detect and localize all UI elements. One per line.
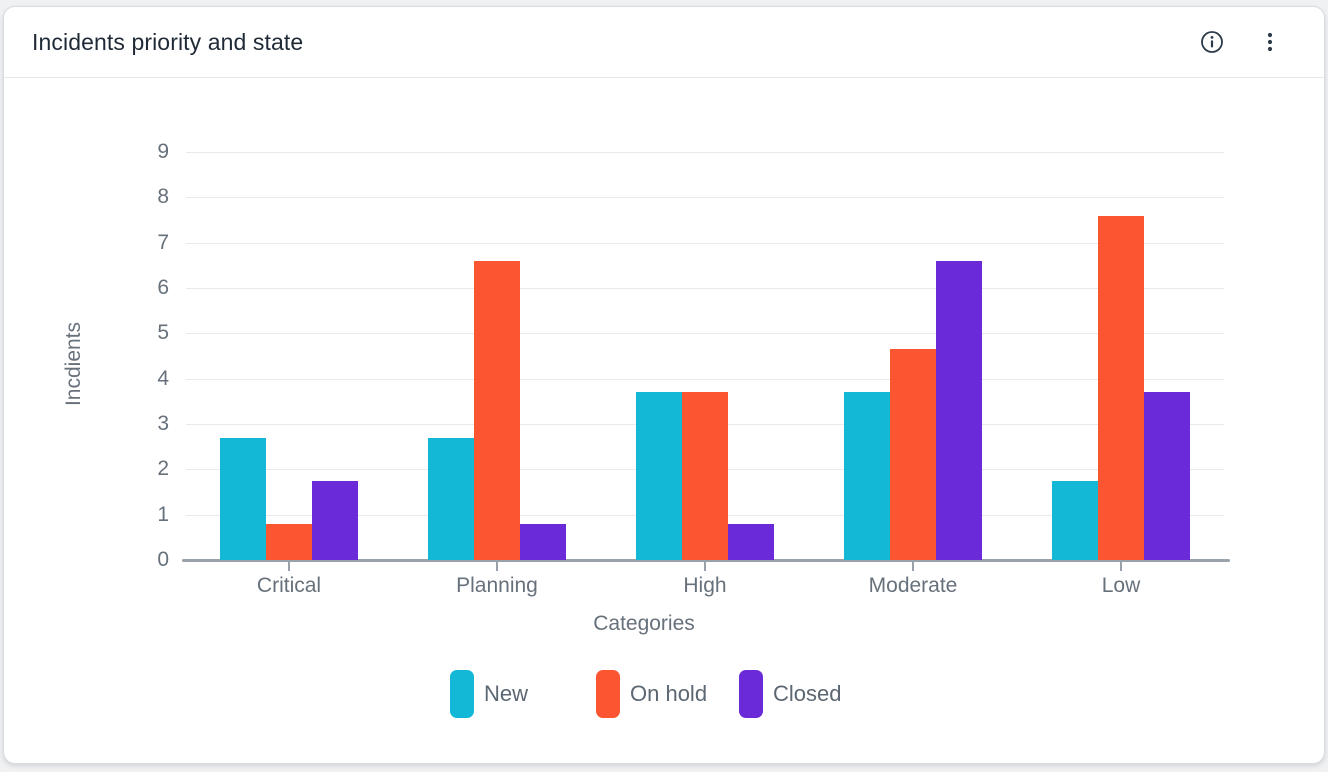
legend-swatch-closed — [739, 670, 763, 718]
legend-swatch-on-hold — [596, 670, 620, 718]
header-divider — [4, 77, 1324, 78]
bar-on-hold-high[interactable] — [682, 392, 728, 560]
x-tick-mark-low — [1120, 562, 1122, 571]
page-title: Incidents priority and state — [32, 28, 304, 55]
bar-on-hold-critical[interactable] — [266, 523, 312, 560]
x-tick-mark-high — [704, 562, 706, 571]
gridline-y-7 — [186, 242, 1224, 244]
y-tick-label-3: 3 — [157, 412, 169, 435]
bar-new-moderate[interactable] — [844, 392, 890, 560]
legend-item-on-hold[interactable]: On hold — [596, 670, 707, 718]
gridline-y-9 — [186, 152, 1224, 153]
bar-on-hold-planning[interactable] — [474, 260, 520, 560]
y-tick-label-5: 5 — [157, 321, 169, 345]
x-tick-mark-moderate — [912, 562, 914, 571]
y-tick-label-4: 4 — [157, 366, 169, 390]
y-tick-label-9: 9 — [157, 140, 169, 163]
header-actions — [1196, 26, 1286, 58]
plot-area: 0 1 2 3 4 5 6 7 8 9 Critical Planning High Moderate Lo… — [4, 78, 1324, 763]
card-header: Incidents priority and state — [4, 7, 1324, 77]
y-tick-label-8: 8 — [157, 185, 169, 209]
x-category-label-critical: Critical — [256, 574, 322, 597]
x-tick-mark-critical — [288, 562, 290, 571]
legend-item-new[interactable]: New — [450, 670, 528, 718]
bar-on-hold-low[interactable] — [1098, 215, 1144, 560]
info-button[interactable] — [1196, 26, 1228, 58]
bar-new-low[interactable] — [1052, 480, 1098, 560]
bar-chart: Incdients Categories 0 1 2 3 4 5 6 7 8 9 Critical P… — [4, 78, 1324, 763]
x-axis-line — [182, 559, 1230, 562]
bar-closed-planning[interactable] — [520, 523, 566, 560]
x-category-label-high: High — [683, 574, 727, 597]
bar-closed-low[interactable] — [1144, 392, 1190, 560]
x-category-label-planning: Planning — [456, 574, 538, 597]
kebab-menu-icon — [1267, 32, 1273, 52]
legend-swatch-new — [450, 670, 474, 718]
bar-on-hold-moderate[interactable] — [890, 349, 936, 560]
y-tick-label-7: 7 — [157, 230, 169, 254]
chart-legend: New On hold Closed — [4, 78, 1324, 763]
bar-closed-high[interactable] — [728, 523, 774, 560]
y-tick-label-6: 6 — [157, 276, 169, 299]
x-category-label-low: Low — [1101, 574, 1141, 597]
bar-new-critical[interactable] — [220, 437, 266, 560]
legend-item-closed[interactable]: Closed — [739, 670, 841, 718]
y-tick-label-1: 1 — [157, 502, 169, 526]
gridline-y-6 — [186, 288, 1224, 289]
bar-new-high[interactable] — [636, 392, 682, 560]
legend-label-on-hold: On hold — [630, 681, 708, 706]
gridline-y-8 — [186, 197, 1224, 199]
bar-new-planning[interactable] — [428, 437, 474, 560]
gridline-y-5 — [186, 333, 1224, 335]
x-category-label-moderate: Moderate — [868, 574, 958, 597]
bar-closed-critical[interactable] — [312, 480, 358, 560]
legend-label-new: New — [484, 681, 529, 706]
context-menu-button[interactable] — [1254, 26, 1286, 58]
report-card: Incidents priority and state Incdients C… — [3, 6, 1325, 764]
info-icon — [1201, 31, 1223, 53]
gridline-y-4 — [186, 378, 1224, 380]
y-tick-label-0: 0 — [157, 548, 169, 571]
x-tick-mark-planning — [496, 562, 498, 571]
legend-label-closed: Closed — [773, 681, 842, 706]
bar-closed-moderate[interactable] — [936, 260, 982, 560]
x-axis-title: Categories — [593, 612, 695, 635]
y-tick-label-2: 2 — [157, 457, 169, 481]
